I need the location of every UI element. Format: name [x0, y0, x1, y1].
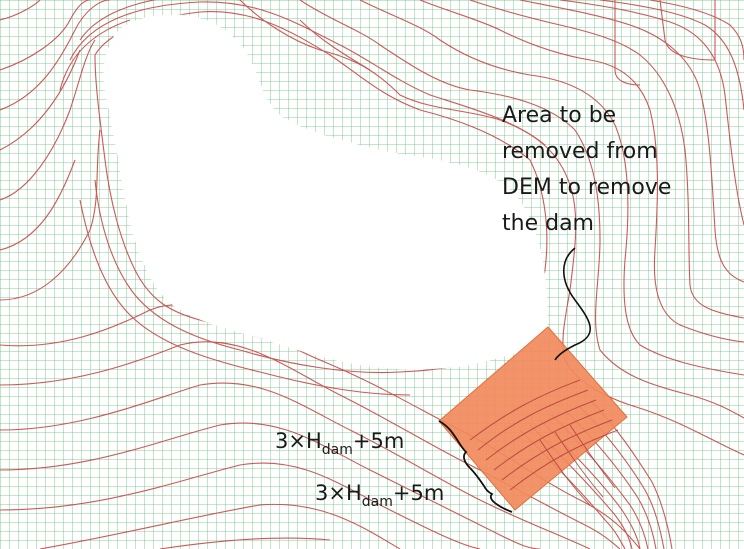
offset-label-2-sub: dam [362, 494, 393, 510]
offset-label-2: 3×Hdam+5m [315, 481, 444, 510]
removal-label-line-3: DEM to remove [502, 175, 671, 200]
offset-label-1-prefix: 3×H [275, 429, 322, 453]
offset-label-1-sub: dam [322, 442, 353, 458]
offset-label-1: 3×Hdam+5m [275, 429, 404, 458]
leader-line [554, 247, 592, 361]
offset-label-1-suffix: +5m [353, 429, 404, 453]
removal-label-line-2: removed from [502, 139, 658, 164]
offset-bracket-2 [469, 467, 513, 513]
dam-removal-area [438, 326, 628, 511]
offset-label-2-suffix: +5m [393, 481, 444, 505]
lake-area [103, 14, 548, 370]
offset-bracket-1 [438, 420, 471, 469]
offset-label-2-prefix: 3×H [315, 481, 362, 505]
dam-contour-lines [469, 379, 619, 506]
removal-area-label: Area to be removed from DEM to remove th… [502, 103, 678, 236]
removal-label-line-4: the dam [502, 211, 594, 236]
removal-label-line-1: Area to be [502, 103, 616, 128]
